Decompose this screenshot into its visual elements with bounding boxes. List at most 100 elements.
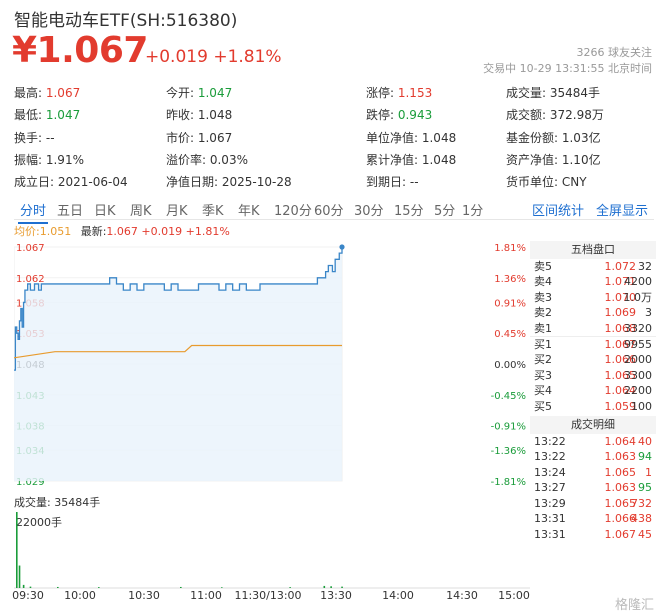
- tab-全屏显示[interactable]: 全屏显示: [596, 204, 649, 219]
- row-volume: 1.0万: [623, 290, 653, 304]
- row-volume: 2000: [624, 353, 652, 367]
- order-book-row: 买2 1.066 2000: [530, 352, 656, 367]
- stat-value: 1.048: [194, 108, 233, 123]
- fund-title: 智能电动车ETF(SH:516380): [14, 11, 238, 31]
- bid-label: 买4: [534, 384, 552, 398]
- row-price: 1.067: [604, 337, 637, 351]
- tab-30分[interactable]: 30分: [354, 204, 384, 219]
- ask-list: 卖5 1.072 32 卖4 1.071 4200 卖3 1.070 1.0万 卖2 1.069 3 卖…: [530, 259, 656, 336]
- tab-周K[interactable]: 周K: [130, 204, 152, 219]
- y-tick-right: -0.45%: [491, 391, 526, 402]
- order-book-title: 五档盘口: [530, 241, 656, 259]
- tab-年K[interactable]: 年K: [238, 204, 260, 219]
- x-tick: 11:30/13:00: [234, 589, 302, 602]
- followers-count[interactable]: 3266 球友关注: [576, 46, 653, 59]
- x-tick: 15:00: [498, 589, 530, 602]
- price-line: [14, 247, 343, 371]
- row-price: 1.068: [604, 321, 637, 335]
- watermark-logo: 格隆汇: [614, 598, 654, 613]
- row-price: 1.067: [604, 527, 637, 541]
- row-price: 1.063: [604, 450, 637, 464]
- ask-label: 卖4: [534, 275, 552, 289]
- stat-item: 市价: 1.067: [166, 129, 232, 146]
- trade-row: 13:27 1.063 95: [530, 480, 656, 496]
- row-volume: 1: [645, 465, 652, 479]
- order-book-row: 卖2 1.069 3: [530, 305, 656, 320]
- avg-price-label: 均价:1.051: [14, 225, 72, 238]
- change-percent: +1.81%: [213, 47, 282, 67]
- tab-五日[interactable]: 五日: [57, 204, 84, 219]
- tab-60分[interactable]: 60分: [314, 204, 344, 219]
- tab-季K[interactable]: 季K: [202, 204, 224, 219]
- volume-bar: [29, 586, 32, 588]
- stat-key: 基金份额:: [506, 130, 559, 145]
- row-price: 1.065: [604, 465, 637, 479]
- tab-15分[interactable]: 15分: [394, 204, 424, 219]
- order-book-row: 卖1 1.068 3320: [530, 321, 656, 336]
- ask-label: 卖5: [534, 260, 552, 273]
- stat-item: 资产净值: 1.10亿: [506, 151, 601, 168]
- tab-月K[interactable]: 月K: [166, 204, 188, 219]
- trade-time: 13:29: [534, 496, 566, 510]
- volume-bar: [341, 586, 343, 588]
- period-tabs: 分时 五日 日K 周K 月K 季K 年K 120分 60分 30分 15分 5分 1分 区间统计 全屏显示: [14, 198, 654, 224]
- tab-1分[interactable]: 1分: [462, 204, 484, 219]
- stat-key: 跌停:: [366, 108, 395, 123]
- volume-bar: [323, 585, 326, 588]
- y-tick-left: 1.062: [16, 274, 45, 285]
- order-book-row: 卖5 1.072 32: [530, 259, 656, 274]
- volume-bar: [18, 565, 21, 588]
- ask-label: 卖3: [534, 290, 552, 304]
- tab-区间统计[interactable]: 区间统计: [532, 204, 585, 219]
- bid-label: 买3: [534, 368, 552, 382]
- row-price: 1.064: [604, 434, 637, 448]
- stat-key: 成交量:: [506, 86, 547, 100]
- stat-value: 1.048: [418, 130, 457, 145]
- volume-bar: [16, 512, 18, 588]
- order-book-row: 卖4 1.071 4200: [530, 274, 656, 289]
- stat-item: 涨停: 1.153: [366, 84, 432, 101]
- volume-bar: [98, 587, 100, 588]
- stat-item: 累计净值: 1.048: [366, 151, 456, 168]
- volume-bar: [180, 586, 182, 588]
- order-book-panel: 五档盘口 卖5 1.072 32 卖4 1.071 4200 卖3 1.070 1.0万 卖2 1.…: [530, 241, 656, 542]
- stat-value: 0.943: [394, 108, 433, 123]
- stat-item: 最低: 1.047: [14, 106, 80, 123]
- order-book-divider: [530, 335, 656, 337]
- stat-key: 货币单位:: [506, 175, 559, 190]
- tab-分时[interactable]: 分时: [17, 200, 49, 224]
- stat-value: 0.03%: [206, 152, 248, 167]
- stat-value: 1.067: [194, 130, 233, 145]
- latest-point: [339, 244, 345, 250]
- stat-item: 成立日: 2021-06-04: [14, 173, 128, 190]
- volume-chart[interactable]: [14, 493, 530, 589]
- bid-label: 买2: [534, 353, 552, 367]
- stat-item: 到期日: --: [366, 173, 419, 190]
- stat-item: 货币单位: CNY: [506, 173, 587, 190]
- stat-key: 累计净值:: [366, 152, 419, 167]
- tab-120分[interactable]: 120分: [274, 204, 312, 219]
- trade-row: 13:29 1.065 732: [530, 496, 656, 512]
- price-area-fill: [14, 247, 342, 481]
- stat-item: 昨收: 1.048: [166, 106, 232, 123]
- x-tick: 13:30: [320, 589, 352, 602]
- tab-日K[interactable]: 日K: [94, 204, 116, 219]
- stat-value: 35484手: [546, 86, 601, 100]
- tab-5分[interactable]: 5分: [434, 204, 456, 219]
- trade-status: 交易中 10-29 13:31:55 北京时间: [483, 62, 652, 75]
- stat-item: 净值日期: 2025-10-28: [166, 173, 292, 190]
- stat-value: 1.91%: [42, 152, 84, 167]
- row-volume: 32: [638, 260, 652, 273]
- row-volume: 3300: [624, 368, 652, 382]
- y-tick-right: 0.00%: [494, 360, 526, 371]
- trade-row: 13:22 1.063 94: [530, 449, 656, 465]
- intraday-chart[interactable]: 1.0671.81%1.0621.36%1.0580.91%1.0530.45%…: [14, 237, 530, 493]
- x-tick: 14:00: [382, 589, 414, 602]
- trade-time: 13:27: [534, 481, 566, 495]
- volume-bar: [330, 586, 332, 588]
- row-volume: 94: [638, 450, 652, 464]
- trade-row: 13:24 1.065 1: [530, 465, 656, 481]
- stat-key: 溢价率:: [166, 152, 207, 167]
- order-book-row: 买3 1.065 3300: [530, 368, 656, 383]
- trade-row: 13:31 1.067 45: [530, 527, 656, 543]
